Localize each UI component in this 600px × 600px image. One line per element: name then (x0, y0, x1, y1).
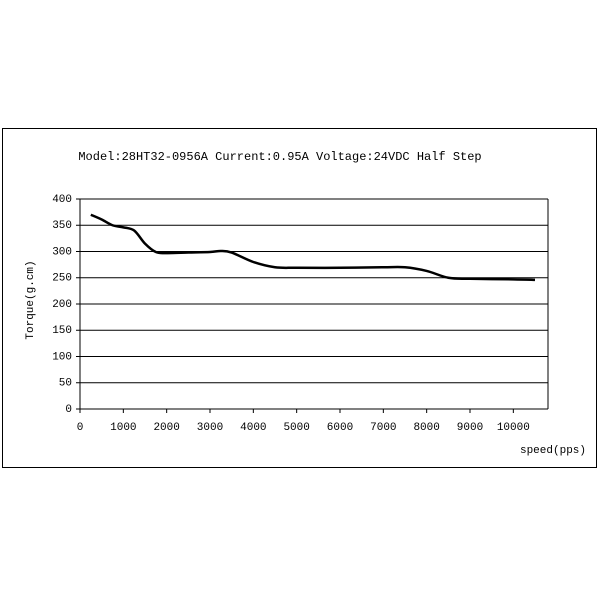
y-tick-label: 250 (52, 273, 72, 285)
x-tick-label: 0 (77, 422, 84, 434)
y-tick-label: 100 (52, 351, 72, 363)
x-tick-label: 4000 (240, 422, 266, 434)
y-tick-label: 150 (52, 325, 72, 337)
y-tick-label: 0 (65, 404, 72, 416)
y-tick-label: 50 (59, 378, 72, 390)
x-tick-label: 10000 (497, 422, 530, 434)
x-tick-label: 2000 (153, 422, 179, 434)
chart-frame (2, 128, 597, 468)
y-axis-label: Torque(g.cm) (25, 260, 37, 339)
y-tick-label: 400 (52, 194, 72, 206)
x-tick-label: 9000 (457, 422, 483, 434)
x-tick-label: 7000 (370, 422, 396, 434)
y-tick-label: 200 (52, 299, 72, 311)
x-tick-label: 3000 (197, 422, 223, 434)
chart-title: Model:28HT32-0956A Current:0.95A Voltage… (78, 150, 481, 164)
y-tick-label: 300 (52, 246, 72, 258)
data-line (90, 213, 536, 282)
x-tick-label: 8000 (413, 422, 439, 434)
x-tick-label: 5000 (283, 422, 309, 434)
x-axis-label: speed(pps) (520, 445, 586, 457)
y-tick-label: 350 (52, 220, 72, 232)
x-tick-label: 1000 (110, 422, 136, 434)
x-tick-label: 6000 (327, 422, 353, 434)
